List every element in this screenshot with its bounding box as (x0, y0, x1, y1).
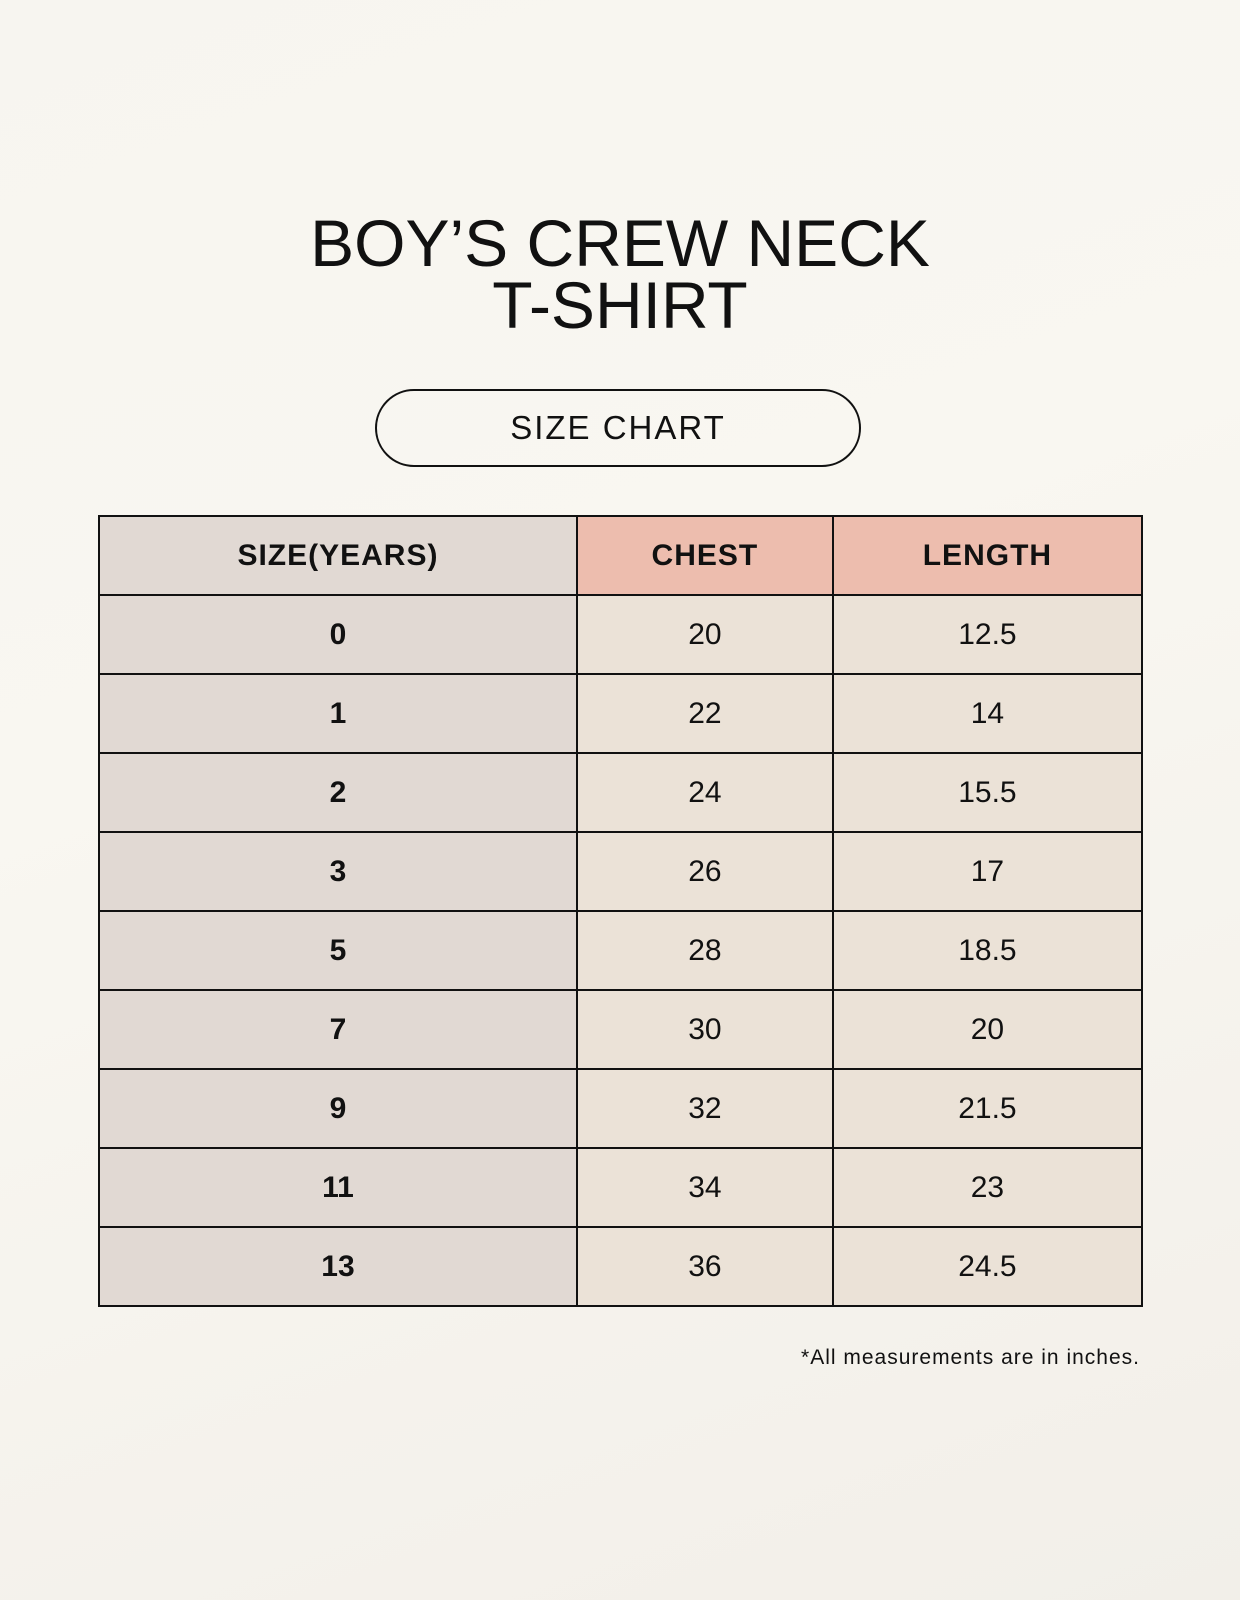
size-chart-table: SIZE(YEARS) CHEST LENGTH 0 20 12.5 1 22 14 2 24… (98, 515, 1144, 1307)
table-row: 5 28 18.5 (98, 910, 1144, 991)
cell-size: 0 (98, 594, 578, 675)
table-row: 2 24 15.5 (98, 752, 1144, 833)
cell-length: 18.5 (831, 910, 1144, 991)
cell-chest: 20 (575, 594, 834, 675)
cell-size: 3 (98, 831, 578, 912)
cell-size: 2 (98, 752, 578, 833)
header-chest: CHEST (575, 515, 834, 596)
header-size: SIZE(YEARS) (98, 515, 578, 596)
cell-chest: 30 (575, 989, 834, 1070)
cell-length: 20 (831, 989, 1144, 1070)
table-row: 0 20 12.5 (98, 594, 1144, 675)
cell-chest: 26 (575, 831, 834, 912)
cell-length: 23 (831, 1147, 1144, 1228)
cell-length: 24.5 (831, 1226, 1144, 1307)
cell-chest: 22 (575, 673, 834, 754)
cell-size: 5 (98, 910, 578, 991)
cell-size: 9 (98, 1068, 578, 1149)
cell-chest: 24 (575, 752, 834, 833)
cell-length: 15.5 (831, 752, 1144, 833)
cell-length: 21.5 (831, 1068, 1144, 1149)
cell-size: 11 (98, 1147, 578, 1228)
cell-length: 12.5 (831, 594, 1144, 675)
cell-chest: 28 (575, 910, 834, 991)
cell-length: 17 (831, 831, 1144, 912)
cell-chest: 36 (575, 1226, 834, 1307)
table-row: 13 36 24.5 (98, 1226, 1144, 1307)
table-row: 1 22 14 (98, 673, 1144, 754)
table-row: 9 32 21.5 (98, 1068, 1144, 1149)
table-row: 3 26 17 (98, 831, 1144, 912)
table-row: 11 34 23 (98, 1147, 1144, 1228)
cell-length: 14 (831, 673, 1144, 754)
cell-chest: 32 (575, 1068, 834, 1149)
cell-size: 7 (98, 989, 578, 1070)
title-line-2: T-SHIRT (492, 268, 748, 342)
title-line-1: BOY’S CREW NECK (310, 206, 930, 280)
footnote: *All measurements are in inches. (801, 1346, 1140, 1369)
page-title: BOY’S CREW NECK T-SHIRT (0, 206, 1240, 342)
cell-size: 1 (98, 673, 578, 754)
header-length: LENGTH (831, 515, 1144, 596)
size-chart-badge: SIZE CHART (375, 389, 861, 467)
cell-size: 13 (98, 1226, 578, 1307)
cell-chest: 34 (575, 1147, 834, 1228)
table-row: 7 30 20 (98, 989, 1144, 1070)
table-header-row: SIZE(YEARS) CHEST LENGTH (98, 515, 1144, 596)
